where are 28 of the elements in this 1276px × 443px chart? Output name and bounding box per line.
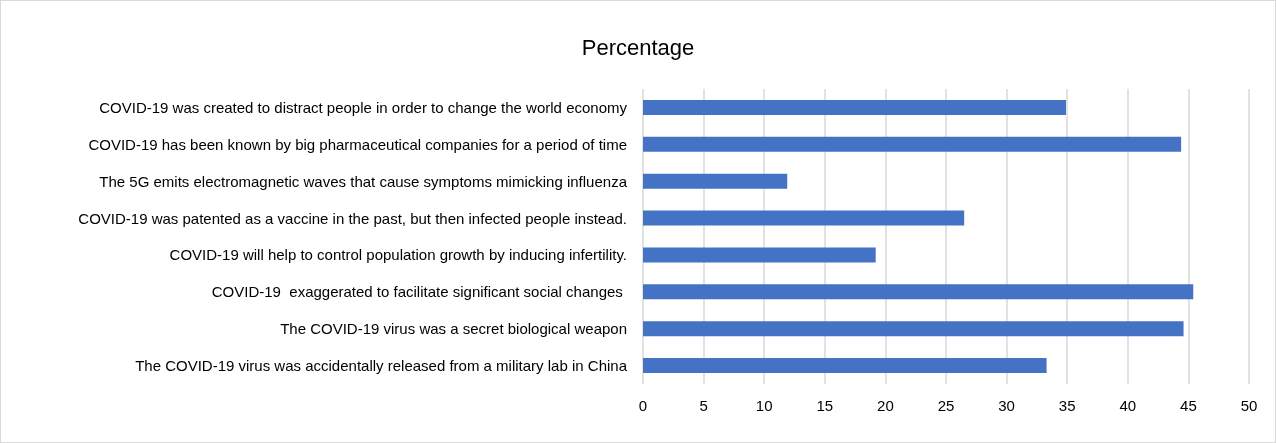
bar — [643, 136, 1182, 152]
y-tick-label: The COVID-19 virus was accidentally released from a military lab in China — [135, 357, 628, 375]
bar — [643, 99, 1066, 115]
bar — [643, 321, 1184, 337]
y-tick-label: COVID-19 was created to distract people in order to change the world economy — [99, 98, 628, 116]
bar — [643, 247, 876, 263]
x-tick-label: 20 — [877, 397, 894, 414]
x-tick-label: 50 — [1240, 397, 1258, 414]
bar — [643, 210, 965, 226]
x-tick-label: 10 — [755, 397, 773, 414]
x-tick-label: 0 — [638, 397, 648, 414]
bar — [643, 284, 1194, 300]
bar — [643, 173, 788, 189]
x-tick-label: 15 — [816, 397, 834, 414]
x-tick-label: 40 — [1119, 397, 1137, 414]
x-tick-label: 5 — [699, 397, 708, 414]
y-tick-label: COVID-19 will help to control population growth by inducing infertility. — [169, 246, 627, 264]
x-tick-label: 25 — [937, 397, 955, 414]
y-tick-label: COVID-19 exaggerated to facilitate significant social changes — [211, 283, 627, 301]
x-tick-label: 45 — [1180, 397, 1197, 414]
x-tick-label: 35 — [1058, 397, 1076, 414]
y-tick-label: COVID-19 was patented as a vaccine in the past, but then infected people instead. — [78, 209, 627, 227]
y-tick-label: The 5G emits electromagnetic waves that cause symptoms mimicking influenza — [99, 172, 628, 190]
y-tick-label: The COVID-19 virus was a secret biological weapon — [280, 320, 627, 338]
x-tick-label: 30 — [998, 397, 1015, 414]
chart-title: Percentage — [581, 34, 695, 60]
bar — [643, 358, 1047, 374]
y-tick-label: COVID-19 has been known by big pharmaceutical companies for a period of time — [88, 135, 627, 153]
